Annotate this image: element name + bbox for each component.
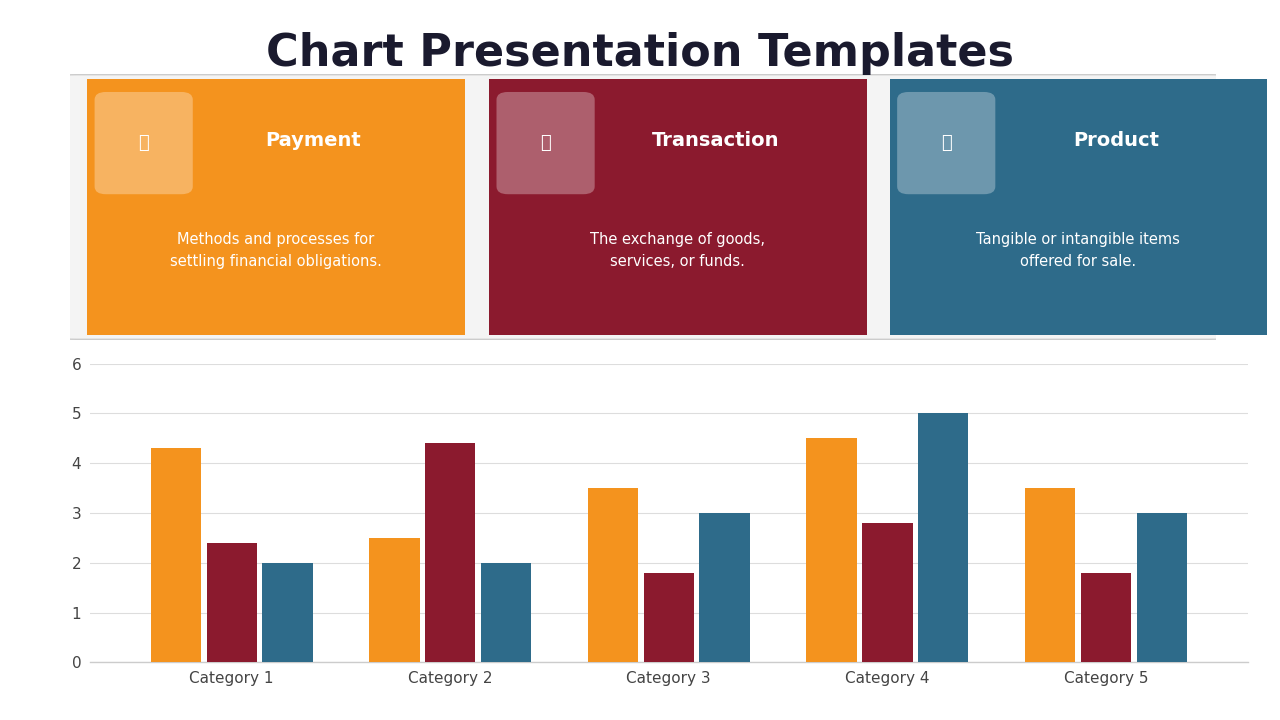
Bar [206, 543, 257, 662]
Text: 📦: 📦 [941, 134, 951, 152]
Text: Transaction: Transaction [652, 131, 780, 150]
Bar [699, 513, 750, 662]
Text: Methods and processes for
settling financial obligations.: Methods and processes for settling finan… [170, 232, 381, 269]
Text: Tangible or intangible items
offered for sale.: Tangible or intangible items offered for… [977, 232, 1180, 269]
Bar [370, 538, 420, 662]
Bar [1080, 573, 1132, 662]
Text: Product: Product [1073, 131, 1160, 150]
FancyBboxPatch shape [874, 69, 1280, 345]
FancyBboxPatch shape [897, 92, 996, 194]
Bar [588, 488, 639, 662]
Text: Payment: Payment [266, 131, 361, 150]
Bar [644, 573, 694, 662]
Text: The exchange of goods,
services, or funds.: The exchange of goods, services, or fund… [590, 232, 765, 269]
Bar [262, 563, 312, 662]
FancyBboxPatch shape [54, 75, 1233, 339]
Bar [425, 444, 475, 662]
FancyBboxPatch shape [72, 69, 480, 345]
Bar [863, 523, 913, 662]
Bar [806, 438, 856, 662]
Bar [481, 563, 531, 662]
FancyBboxPatch shape [497, 92, 595, 194]
Bar [151, 449, 201, 662]
FancyBboxPatch shape [474, 69, 882, 345]
Bar [918, 413, 968, 662]
FancyBboxPatch shape [95, 92, 193, 194]
Text: 💱: 💱 [540, 134, 550, 152]
Text: Chart Presentation Templates: Chart Presentation Templates [266, 32, 1014, 76]
Text: 💳: 💳 [138, 134, 148, 152]
Bar [1025, 488, 1075, 662]
Bar [1137, 513, 1187, 662]
